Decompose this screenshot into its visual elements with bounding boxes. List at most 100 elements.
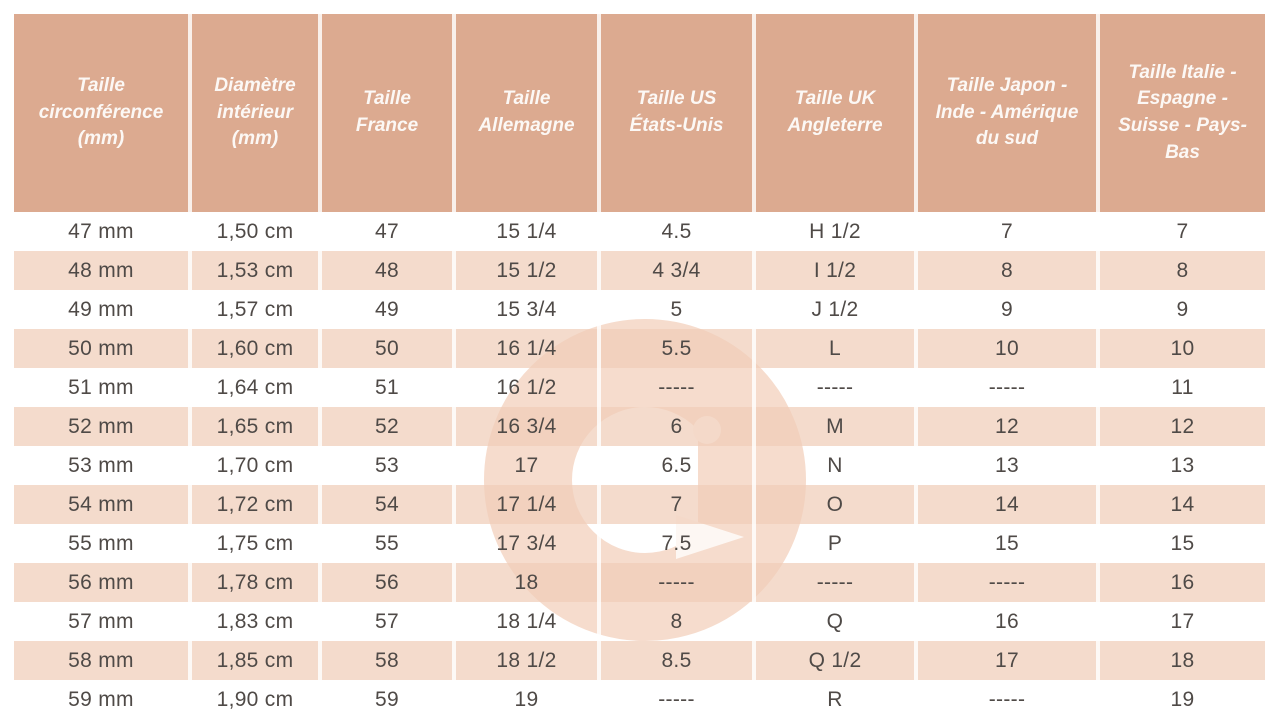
table-cell: 17 3/4 <box>456 524 601 563</box>
table-cell: 16 <box>1100 563 1265 602</box>
table-cell: 17 <box>1170 609 1195 633</box>
table-body: 47 mm 1,50 cm 47 15 1/4 4.5 H 1/2 7 7 48 mm 1,53 … <box>14 212 1265 719</box>
column-header-1: Diamètre intérieur (mm) <box>192 14 322 212</box>
table-row: 56 mm 1,78 cm 56 18 ----- ----- ----- 16 <box>14 563 1265 602</box>
table-cell: 1,57 cm <box>192 290 322 329</box>
column-header-4: Taille US États-Unis <box>601 14 756 212</box>
table-cell: 18 1/2 <box>456 641 601 680</box>
column-header-5: Taille UK Angleterre <box>756 14 918 212</box>
column-header-3: Taille Allemagne <box>456 14 601 212</box>
table-cell: 8 <box>918 251 1100 290</box>
table-cell: 55 mm <box>14 524 192 563</box>
table-cell: ----- <box>601 368 756 407</box>
table-cell: 52 mm <box>14 407 192 446</box>
table-cell: 48 <box>322 251 456 290</box>
table-cell: 13 <box>918 446 1100 485</box>
table-cell: ----- <box>601 563 756 602</box>
table-cell: 1,85 cm <box>192 641 322 680</box>
table-cell: 53 mm <box>14 446 192 485</box>
table-cell: 13 <box>1170 453 1195 477</box>
table-cell: P <box>756 524 918 563</box>
table-cell: 17 1/4 <box>456 485 601 524</box>
table-cell: R <box>756 680 918 719</box>
column-header-2: Taille France <box>322 14 456 212</box>
table-cell: 12 <box>918 407 1100 446</box>
table-cell: 5.5 <box>601 329 756 368</box>
table-cell: L <box>756 329 918 368</box>
table-cell: 1,60 cm <box>192 329 322 368</box>
table-cell: 1,65 cm <box>192 407 322 446</box>
header-row: Taille circonférence (mm) Diamètre intéri… <box>14 14 1265 212</box>
table-cell: 56 mm <box>14 563 192 602</box>
table-cell: 15 1/2 <box>456 251 601 290</box>
table-cell: 8.5 <box>601 641 756 680</box>
table-cell: 1,64 cm <box>192 368 322 407</box>
table-cell: N <box>756 446 918 485</box>
table-cell: 8 <box>601 602 756 641</box>
table-cell: 18 1/4 <box>456 602 601 641</box>
table-cell: J 1/2 <box>756 290 918 329</box>
table-cell: 51 <box>322 368 456 407</box>
table-cell: 6 <box>601 407 756 446</box>
table-cell: 57 mm <box>14 602 192 641</box>
table-cell: 9 <box>918 290 1100 329</box>
table-cell: 15 1/4 <box>456 212 601 251</box>
table-cell: 52 <box>322 407 456 446</box>
table-cell: M <box>756 407 918 446</box>
table-cell: 58 mm <box>14 641 192 680</box>
ring-size-conversion-table: Taille circonférence (mm) Diamètre intéri… <box>14 14 1265 719</box>
table-cell: 54 <box>322 485 456 524</box>
table-cell: 1,90 cm <box>192 680 322 719</box>
table-cell: ----- <box>918 680 1100 719</box>
table-cell: 4 3/4 <box>601 251 756 290</box>
table-cell: 1,70 cm <box>192 446 322 485</box>
table-cell: 1,83 cm <box>192 602 322 641</box>
table-cell: I 1/2 <box>756 251 918 290</box>
table-cell: 6.5 <box>601 446 756 485</box>
table-cell: 19 <box>456 680 601 719</box>
table-cell: 56 <box>322 563 456 602</box>
table-cell: ----- <box>756 563 918 602</box>
table-cell: 16 1/4 <box>456 329 601 368</box>
table-cell: 8 <box>1100 251 1265 290</box>
table-row: 53 mm 1,70 cm 53 17 6.5 N 13 13 <box>14 446 1265 485</box>
table-row: 50 mm 1,60 cm 50 16 1/4 5.5 L 10 10 <box>14 329 1265 368</box>
table-cell: 15 3/4 <box>456 290 601 329</box>
table-cell: 1,72 cm <box>192 485 322 524</box>
table-cell: O <box>756 485 918 524</box>
table-cell: 51 mm <box>14 368 192 407</box>
table-cell: 57 <box>322 602 456 641</box>
table-row: 58 mm 1,85 cm 58 18 1/2 8.5 Q 1/2 17 18 <box>14 641 1265 680</box>
table-cell: 16 3/4 <box>456 407 601 446</box>
table-cell: 15 <box>918 524 1100 563</box>
table-cell: ----- <box>601 680 756 719</box>
table-cell: Q 1/2 <box>756 641 918 680</box>
column-header-0: Taille circonférence (mm) <box>14 14 192 212</box>
table-row: 54 mm 1,72 cm 54 17 1/4 7 O 14 14 <box>14 485 1265 524</box>
table-cell: 53 <box>322 446 456 485</box>
table-cell: 14 <box>1100 485 1265 524</box>
table-cell: 7 <box>1176 219 1189 243</box>
table-row: 59 mm 1,90 cm 59 19 ----- R ----- 19 <box>14 680 1265 719</box>
table-cell: 10 <box>918 329 1100 368</box>
table-cell: 18 <box>1100 641 1265 680</box>
table-cell: 10 <box>1100 329 1265 368</box>
table-cell: 4.5 <box>601 212 756 251</box>
table-cell: 17 <box>456 446 601 485</box>
table-cell: 59 mm <box>14 680 192 719</box>
table-cell: 47 mm <box>14 212 192 251</box>
table-cell: 19 <box>1170 687 1195 711</box>
table-cell: 12 <box>1100 407 1265 446</box>
table-cell: H 1/2 <box>756 212 918 251</box>
table-cell: 9 <box>1176 297 1189 321</box>
table-cell: ----- <box>918 563 1100 602</box>
table-cell: 15 <box>1170 531 1195 555</box>
table-cell: 5 <box>601 290 756 329</box>
table-cell: 1,78 cm <box>192 563 322 602</box>
table-cell: 11 <box>1171 375 1194 399</box>
table-row: 47 mm 1,50 cm 47 15 1/4 4.5 H 1/2 7 7 <box>14 212 1265 251</box>
table-row: 49 mm 1,57 cm 49 15 3/4 5 J 1/2 9 9 <box>14 290 1265 329</box>
table-cell: 1,50 cm <box>192 212 322 251</box>
table-cell: Q <box>756 602 918 641</box>
